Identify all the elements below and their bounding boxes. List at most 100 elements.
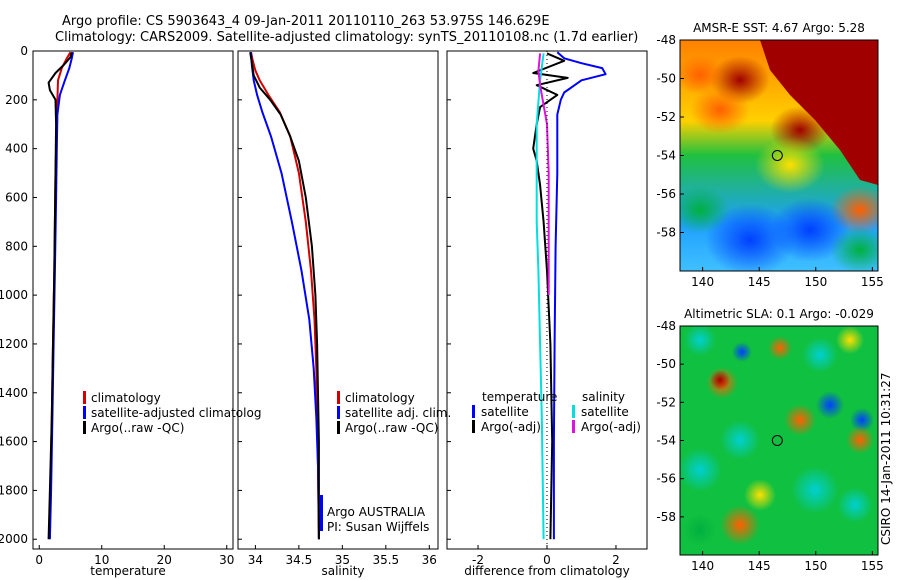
y-tick-label: 0 <box>20 44 28 58</box>
sst-feature-4 <box>690 86 750 134</box>
sla-feature-15 <box>802 337 838 373</box>
sla-feature-12 <box>720 505 760 545</box>
legend-swatch <box>337 391 340 404</box>
x-axis-label: temperature <box>90 564 165 578</box>
y-tick-label: -52 <box>656 110 676 124</box>
series-line-3 <box>47 51 73 540</box>
y-tick-label: -50 <box>656 357 676 371</box>
x-axis-label: difference from climatology <box>464 564 630 578</box>
legend-swatch <box>572 405 575 418</box>
x-tick-label: 35.5 <box>372 553 399 567</box>
y-tick-label: 1400 <box>0 386 28 400</box>
y-tick-label: 600 <box>5 190 28 204</box>
series-group <box>47 51 74 540</box>
sst-feature-8 <box>770 198 850 262</box>
y-tick-label: -56 <box>656 472 676 486</box>
sla-feature-14 <box>837 487 873 523</box>
x-tick-label: 155 <box>861 275 884 289</box>
y-tick-label: 400 <box>5 142 28 156</box>
y-tick-label: -52 <box>656 395 676 409</box>
map-title: Altimetric SLA: 0.1 Argo: -0.029 <box>684 307 874 321</box>
x-tick-label: 0 <box>543 553 551 567</box>
series-line-4 <box>537 53 550 296</box>
x-tick-label: 34 <box>248 553 263 567</box>
series-line-2 <box>250 52 320 540</box>
x-tick-label: 2 <box>612 553 620 567</box>
sla-map-panel: Altimetric SLA: 0.1 Argo: -0.029 140 145 15… <box>656 307 883 573</box>
sst-map-panel: AMSR-E SST: 4.67 Argo: 5.28 140 145 150 155 -… <box>656 21 884 289</box>
annotation-text: PI: Susan Wijffels <box>327 520 429 534</box>
legend-swatch <box>572 420 575 433</box>
y-tick-label: -54 <box>656 149 676 163</box>
x-tick-label: 10 <box>94 553 109 567</box>
sla-feature-16 <box>684 326 716 356</box>
argo-location-marker <box>771 435 783 446</box>
sla-feature-18 <box>684 514 716 546</box>
x-tick-label: 30 <box>219 553 234 567</box>
legend-label: satellite <box>581 405 629 419</box>
x-tick-label: 34.5 <box>286 553 313 567</box>
legend-swatch <box>83 421 86 434</box>
sla-feature-5 <box>768 336 792 360</box>
legend-heading: temperature <box>482 390 557 404</box>
x-tick-label: 150 <box>804 559 827 573</box>
series-group <box>249 51 320 540</box>
legend-label: Argo(-adj) <box>481 420 541 434</box>
legend-swatch <box>337 406 340 419</box>
sla-feature-11 <box>846 426 874 454</box>
y-tick-label: 1000 <box>0 288 28 302</box>
map-title: AMSR-E SST: 4.67 Argo: 5.28 <box>693 21 865 35</box>
legend-swatch <box>83 406 86 419</box>
x-tick-label: 150 <box>804 275 827 289</box>
x-tick-label: 140 <box>691 275 714 289</box>
sla-feature-17 <box>836 326 864 354</box>
legend-label: Argo(..raw -QC) <box>345 421 438 435</box>
map-field <box>680 40 878 271</box>
y-tick-label: -48 <box>656 33 676 47</box>
plot-frame <box>237 50 439 550</box>
legend-swatch <box>337 421 340 434</box>
legend-label: Argo(..raw -QC) <box>91 421 184 435</box>
y-tick-label: 2000 <box>0 532 28 546</box>
sst-feature-10 <box>830 226 878 271</box>
sla-feature-10 <box>791 466 839 514</box>
y-tick-label: 200 <box>5 93 28 107</box>
y-tick-label: 800 <box>5 239 28 253</box>
sla-feature-9 <box>720 420 760 460</box>
series-line-3 <box>535 53 545 540</box>
argo-location-marker <box>771 150 783 161</box>
x-tick-label: 140 <box>691 559 714 573</box>
annotation-text: Argo AUSTRALIA <box>327 505 426 519</box>
sst-feature-3 <box>680 55 725 95</box>
sla-feature-8 <box>680 448 722 492</box>
x-tick-label: 20 <box>157 553 172 567</box>
y-tick-label: 1600 <box>0 435 28 449</box>
x-tick-label: 155 <box>861 559 884 573</box>
legend-swatch <box>472 405 475 418</box>
x-tick-label: 0 <box>35 553 43 567</box>
x-tick-label: 145 <box>748 275 771 289</box>
title-line-2: Climatology: CARS2009. Satellite-adjuste… <box>55 30 639 45</box>
profile-panel-1: 0 200 400 600 800 1000 1200 1400 1600 1800 2000 0 10… <box>0 44 261 578</box>
legend-heading: salinity <box>582 390 625 404</box>
legend-label: climatology <box>345 391 415 405</box>
annotation-bar <box>320 495 323 531</box>
series-line-2 <box>532 52 569 540</box>
sst-feature-5 <box>755 137 825 193</box>
x-axis-label: salinity <box>321 564 364 578</box>
plot-frame <box>32 50 234 550</box>
legend-label: climatology <box>91 391 161 405</box>
x-tick-label: -2 <box>472 553 484 567</box>
series-line-3 <box>249 52 320 540</box>
sla-feature-2 <box>710 370 730 390</box>
sla-feature-7 <box>850 408 874 432</box>
y-tick-label: -58 <box>656 510 676 524</box>
x-tick-label: 35 <box>335 553 350 567</box>
title-line-1: Argo profile: CS 5903643_4 09-Jan-2011 2… <box>62 14 550 29</box>
legend-label: satellite <box>481 405 529 419</box>
legend-swatch <box>472 420 475 433</box>
sla-feature-13 <box>744 479 776 511</box>
series-line-1 <box>552 51 607 540</box>
